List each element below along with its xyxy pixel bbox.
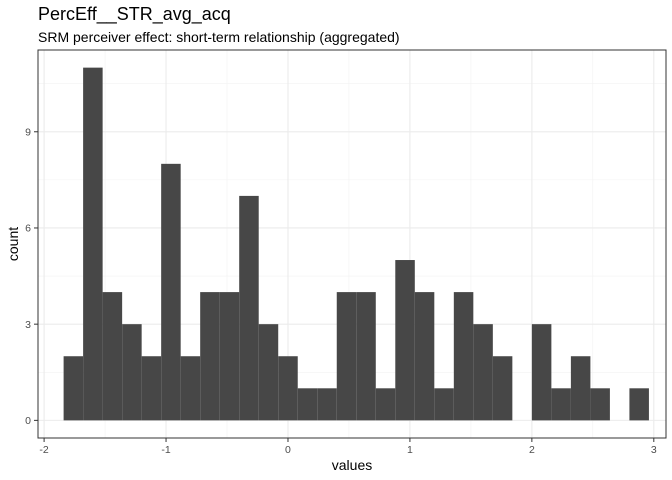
y-axis-title: count xyxy=(5,227,21,261)
histogram-bar xyxy=(63,356,84,421)
y-tick-label: 9 xyxy=(25,126,31,138)
histogram-bar xyxy=(122,324,142,421)
histogram-bar xyxy=(414,292,435,421)
histogram-bar xyxy=(200,292,220,421)
x-axis-title: values xyxy=(332,457,372,473)
histogram-bar xyxy=(297,388,318,421)
x-tick-label: -2 xyxy=(39,444,48,456)
x-tick-label: 2 xyxy=(529,444,535,456)
histogram-bar xyxy=(336,292,357,421)
histogram-bar xyxy=(258,324,279,421)
histogram-bar xyxy=(395,260,415,421)
histogram-bar xyxy=(590,388,610,421)
histogram-bar xyxy=(434,388,454,421)
histogram-bar xyxy=(141,356,162,421)
histogram-bar xyxy=(570,356,591,421)
histogram-bar xyxy=(356,292,376,421)
panel-border xyxy=(37,49,667,439)
histogram-bar xyxy=(375,388,396,421)
histogram-bar xyxy=(83,67,103,421)
x-tick-label: 3 xyxy=(651,444,657,456)
x-tick-label: -1 xyxy=(161,444,170,456)
y-tick-label: 0 xyxy=(25,415,31,427)
histogram-bar xyxy=(161,163,181,421)
y-axis-ticks: 0 3 6 9 xyxy=(25,126,38,427)
histogram-bar xyxy=(629,388,649,421)
histogram-bar xyxy=(531,324,552,421)
chart-subtitle: SRM perceiver effect: short-term relatio… xyxy=(38,29,400,45)
y-tick-label: 6 xyxy=(25,223,31,235)
histogram-bar xyxy=(239,195,259,421)
histogram-bar xyxy=(453,292,474,421)
histogram-bar xyxy=(180,356,201,421)
histogram-bars xyxy=(63,67,649,421)
histogram-bar xyxy=(551,388,571,421)
x-tick-label: 0 xyxy=(285,444,291,456)
histogram-bar xyxy=(219,292,240,421)
x-tick-label: 1 xyxy=(407,444,413,456)
x-axis-ticks: -2 -1 0 1 2 3 xyxy=(39,438,657,456)
histogram-bar xyxy=(492,356,513,421)
histogram-bar xyxy=(102,292,123,421)
chart-title: PercEff__STR_avg_acq xyxy=(38,4,231,24)
y-tick-label: 3 xyxy=(25,319,31,331)
histogram-bar xyxy=(317,388,337,421)
histogram-bar xyxy=(473,324,493,421)
histogram-bar xyxy=(278,356,298,421)
